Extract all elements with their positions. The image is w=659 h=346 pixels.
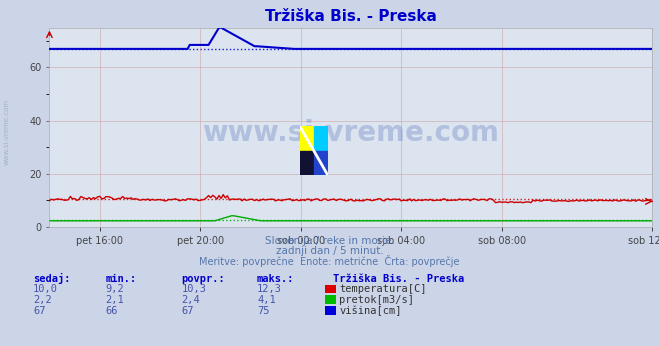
- Text: povpr.:: povpr.:: [181, 274, 225, 284]
- Text: Tržiška Bis. - Preska: Tržiška Bis. - Preska: [333, 274, 464, 284]
- Text: 10,3: 10,3: [181, 284, 206, 294]
- Text: www.si-vreme.com: www.si-vreme.com: [202, 119, 500, 147]
- Text: 4,1: 4,1: [257, 295, 275, 305]
- Text: zadnji dan / 5 minut.: zadnji dan / 5 minut.: [275, 246, 384, 256]
- Bar: [314, 126, 328, 151]
- Text: sedaj:: sedaj:: [33, 273, 71, 284]
- Bar: [300, 126, 314, 151]
- Text: 67: 67: [33, 306, 45, 316]
- Text: 75: 75: [257, 306, 270, 316]
- Text: 2,1: 2,1: [105, 295, 124, 305]
- Bar: [314, 151, 328, 175]
- Text: pretok[m3/s]: pretok[m3/s]: [339, 295, 415, 305]
- Bar: [300, 151, 314, 175]
- Text: maks.:: maks.:: [257, 274, 295, 284]
- Text: 10,0: 10,0: [33, 284, 58, 294]
- Text: Meritve: povprečne  Enote: metrične  Črta: povprečje: Meritve: povprečne Enote: metrične Črta:…: [199, 255, 460, 267]
- Title: Tržiška Bis. - Preska: Tržiška Bis. - Preska: [265, 9, 437, 24]
- Text: 2,2: 2,2: [33, 295, 51, 305]
- Text: www.si-vreme.com: www.si-vreme.com: [3, 98, 10, 165]
- Text: višina[cm]: višina[cm]: [339, 306, 402, 316]
- Text: min.:: min.:: [105, 274, 136, 284]
- Text: 66: 66: [105, 306, 118, 316]
- Text: temperatura[C]: temperatura[C]: [339, 284, 427, 294]
- Text: 67: 67: [181, 306, 194, 316]
- Text: Slovenija / reke in morje.: Slovenija / reke in morje.: [264, 236, 395, 246]
- Text: 12,3: 12,3: [257, 284, 282, 294]
- Text: 2,4: 2,4: [181, 295, 200, 305]
- Text: 9,2: 9,2: [105, 284, 124, 294]
